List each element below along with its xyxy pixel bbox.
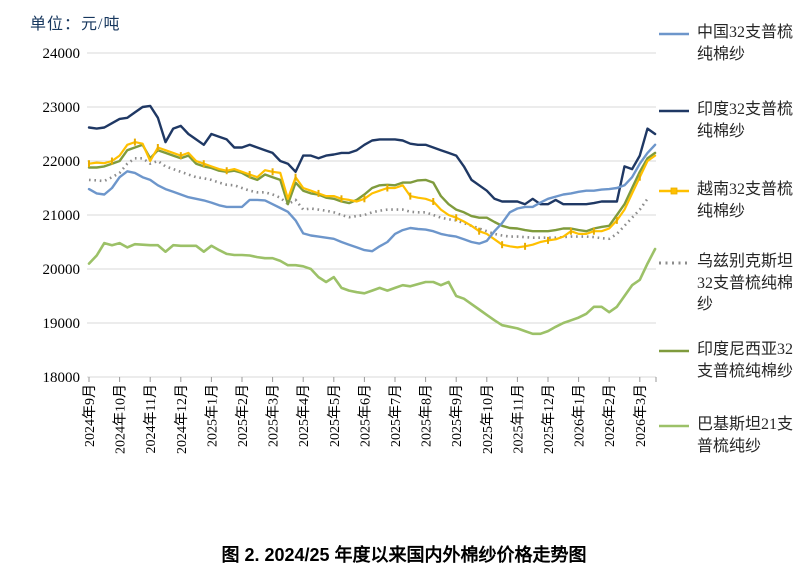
series-line-china-32s [87, 143, 657, 253]
x-axis-label: 2026年1月 [572, 384, 588, 447]
y-axis-label: 19000 [43, 316, 81, 332]
legend-label-pakistan-21s: 巴基斯坦21支普梳纯纱 [697, 416, 794, 455]
x-axis-label: 2025年1月 [204, 384, 220, 447]
y-axis-label: 22000 [43, 154, 81, 170]
legend-swatch-vietnam-32s [658, 184, 690, 202]
legend-item-china-32s: 中国32支普梳纯棉纱 [658, 22, 806, 65]
series-line-vietnam-32s [87, 141, 657, 249]
legend-label-india-32s: 印度32支普梳纯棉纱 [697, 101, 794, 140]
legend-label-uzbekistan-32s: 乌兹别克斯坦32支普梳纯棉纱 [697, 253, 794, 314]
series-line-pakistan-21s [87, 241, 657, 336]
y-axis-label: 18000 [43, 370, 81, 386]
x-axis-label: 2026年3月 [633, 384, 649, 447]
unit-label: 单位：元/吨 [30, 16, 121, 33]
x-axis-label: 2025年10月 [480, 384, 496, 454]
legend-item-pakistan-21s: 巴基斯坦21支普梳纯纱 [658, 414, 806, 457]
legend-label-vietnam-32s: 越南32支普梳纯棉纱 [697, 181, 794, 220]
legend-swatch-india-32s [658, 104, 690, 122]
figure-caption: 图 2. 2024/25 年度以来国内外棉纱价格走势图 [221, 545, 587, 565]
y-axis-label: 24000 [43, 46, 81, 62]
series-line-uzbekistan-32s [88, 157, 649, 241]
x-axis-label: 2025年12月 [541, 384, 557, 454]
x-axis-label: 2025年3月 [266, 384, 282, 447]
legend-swatch-uzbekistan-32s [658, 256, 690, 274]
legend-label-indonesia-32s: 印度尼西亚32支普梳纯棉纱 [697, 341, 794, 380]
series-line-indonesia-32s [87, 143, 657, 233]
legend-swatch-indonesia-32s [658, 344, 690, 362]
y-axis-label: 21000 [43, 208, 81, 224]
x-axis-label: 2025年9月 [449, 384, 465, 447]
legend-swatch-china-32s [658, 27, 690, 45]
y-axis-label: 20000 [43, 262, 81, 278]
legend-item-indonesia-32s: 印度尼西亚32支普梳纯棉纱 [658, 339, 806, 382]
series-line-india-32s [87, 104, 657, 206]
x-axis-label: 2025年2月 [235, 384, 251, 447]
x-axis-label: 2024年9月 [82, 384, 98, 447]
x-axis-label: 2026年2月 [602, 384, 618, 447]
legend-label-china-32s: 中国32支普梳纯棉纱 [697, 24, 794, 63]
x-axis-label: 2025年4月 [296, 384, 312, 447]
y-axis-label: 23000 [43, 100, 81, 116]
x-axis-label: 2024年10月 [113, 384, 129, 454]
legend-item-vietnam-32s: 越南32支普梳纯棉纱 [658, 179, 806, 222]
x-axis-label: 2024年12月 [174, 384, 190, 454]
x-axis-label: 2025年8月 [419, 384, 435, 447]
x-axis-label: 2024年11月 [143, 384, 159, 453]
legend-swatch-pakistan-21s [658, 419, 690, 437]
x-axis-label: 2025年11月 [510, 384, 526, 453]
x-axis-label: 2025年6月 [357, 384, 373, 447]
x-axis-label: 2025年7月 [388, 384, 404, 447]
x-axis-label: 2025年5月 [327, 384, 343, 447]
price-trend-chart: 240002300022000210002000019000180002024年… [43, 46, 657, 454]
legend-item-india-32s: 印度32支普梳纯棉纱 [658, 99, 806, 142]
legend-item-uzbekistan-32s: 乌兹别克斯坦32支普梳纯棉纱 [658, 251, 806, 316]
